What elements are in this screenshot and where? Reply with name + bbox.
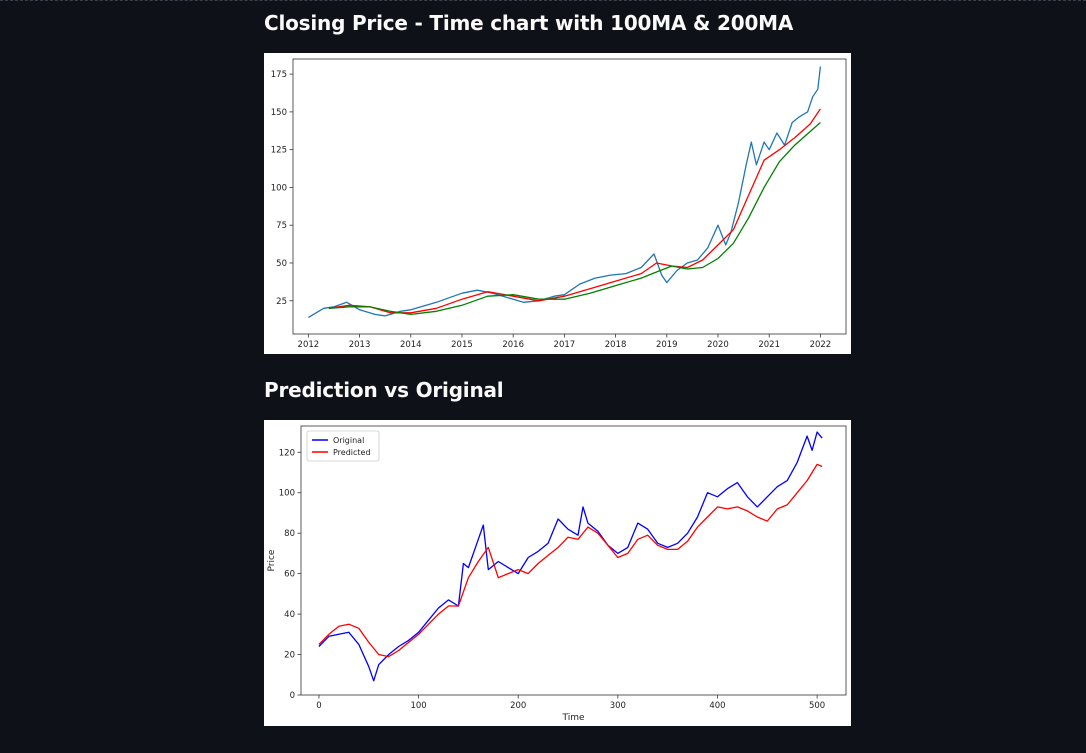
prediction-x-tick-label: 500	[809, 701, 825, 711]
prediction-x-axis-label: Time	[561, 713, 584, 723]
prediction-series-original-line	[318, 431, 823, 682]
closing-y-tick-label: 175	[271, 70, 287, 80]
closing-x-tick-label: 2014	[400, 340, 422, 350]
prediction-x-tick-label: 200	[510, 701, 526, 711]
prediction-y-tick-label: 20	[284, 651, 295, 661]
closing-price-figure: 2012 2013 2014 2015 2016 2017 2018 2019 2020 2021…	[264, 53, 851, 354]
prediction-y-tick-label: 60	[284, 570, 295, 580]
closing-x-tick-label: 2019	[656, 340, 678, 350]
closing-x-tick-label: 2017	[554, 340, 576, 350]
prediction-y-tick-label: 80	[284, 529, 295, 539]
closing-series-close-line	[308, 66, 822, 318]
closing-x-tick-label: 2015	[451, 340, 473, 350]
prediction-legend-label-original: Original	[333, 436, 364, 445]
closing-x-tick-label: 2016	[502, 340, 524, 350]
closing-x-tick-label: 2018	[605, 340, 627, 350]
prediction-figure: 0 100 200 300 400 500 0 20 40 60 80 100 120 Time Price…	[264, 420, 851, 726]
prediction-legend-label-predicted: Predicted	[333, 448, 371, 457]
closing-y-tick-label: 125	[271, 146, 287, 156]
prediction-legend-box	[306, 430, 380, 462]
closing-price-section-title: Closing Price - Time chart with 100MA & …	[264, 11, 794, 35]
top-divider	[0, 0, 1086, 2]
prediction-y-tick-label: 100	[279, 489, 295, 499]
prediction-axes-frame	[300, 425, 847, 696]
closing-y-tick-label: 50	[276, 259, 287, 269]
closing-price-chart: 2012 2013 2014 2015 2016 2017 2018 2019 2020 2021…	[271, 58, 847, 350]
prediction-y-tick-label: 40	[284, 610, 295, 620]
prediction-x-tick-label: 400	[709, 701, 725, 711]
closing-x-tick-label: 2020	[707, 340, 729, 350]
closing-y-tick-label: 150	[271, 108, 287, 118]
closing-x-tick-label: 2021	[758, 340, 780, 350]
closing-series-ma100-line	[328, 108, 821, 314]
closing-y-tick-label: 100	[271, 183, 287, 193]
prediction-chart: 0 100 200 300 400 500 0 20 40 60 80 100 120 Time Price…	[267, 425, 847, 723]
closing-y-tick-label: 25	[276, 297, 287, 307]
closing-x-tick-label: 2013	[349, 340, 371, 350]
prediction-section-title: Prediction vs Original	[264, 378, 504, 402]
prediction-y-tick-label: 120	[279, 448, 295, 458]
closing-axes-frame	[292, 58, 847, 335]
closing-y-tick-label: 75	[276, 221, 287, 231]
closing-x-tick-label: 2012	[298, 340, 320, 350]
prediction-x-tick-label: 0	[316, 701, 321, 711]
prediction-x-tick-label: 100	[410, 701, 426, 711]
prediction-y-axis-label: Price	[267, 549, 277, 571]
closing-x-tick-label: 2022	[810, 340, 832, 350]
prediction-x-tick-label: 300	[610, 701, 626, 711]
prediction-series-predicted-line	[318, 463, 823, 658]
closing-series-ma200-line	[328, 122, 821, 316]
prediction-y-tick-label: 0	[290, 691, 295, 701]
